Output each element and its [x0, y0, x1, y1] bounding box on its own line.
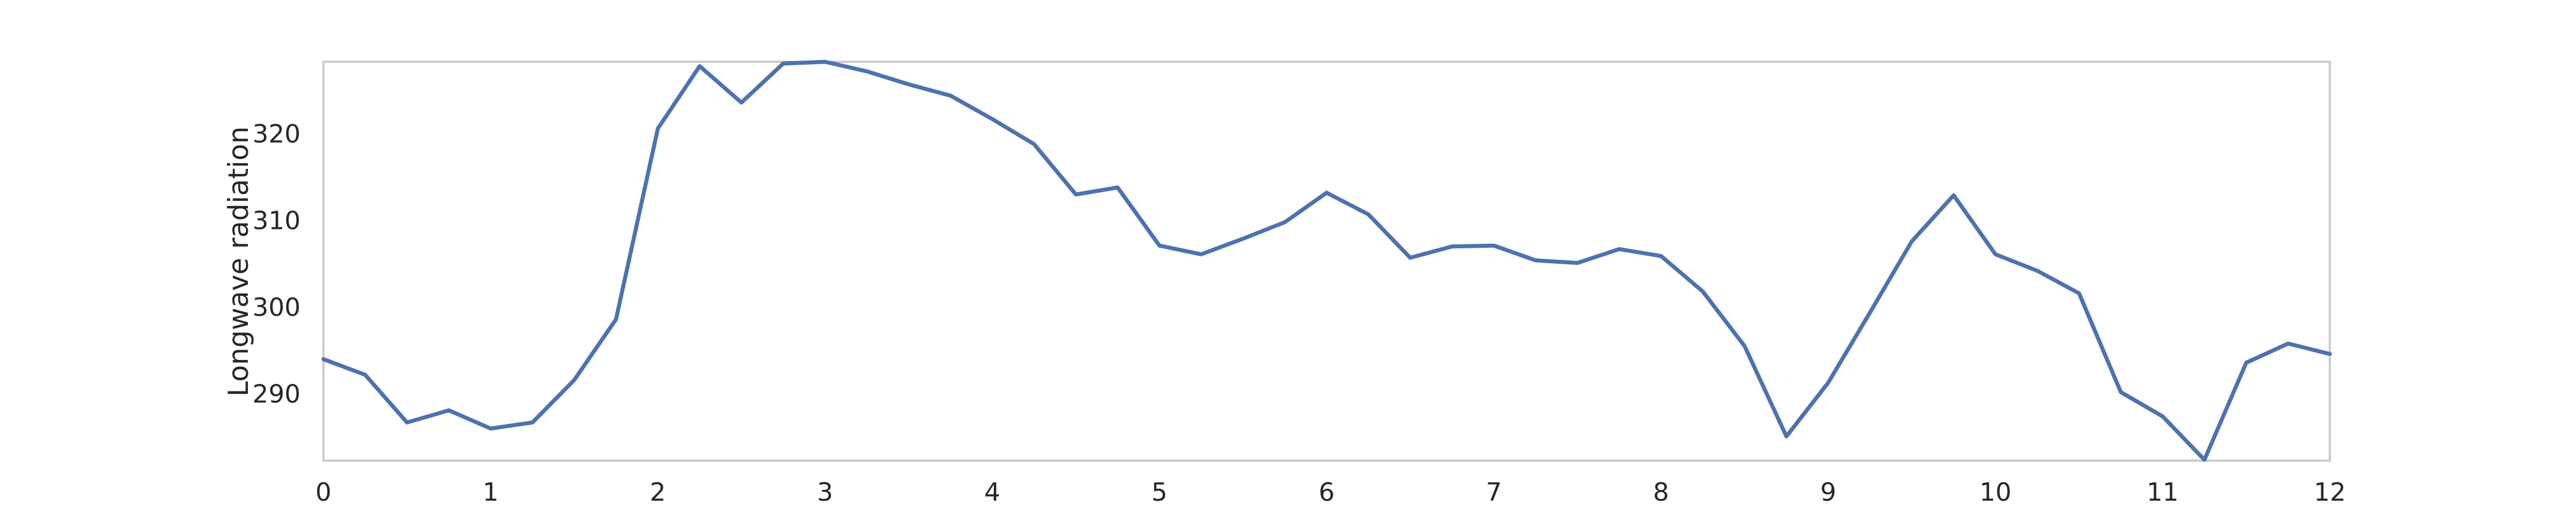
y-tick-label: 300	[252, 293, 301, 322]
y-axis-ticks: 290 300 310 320	[252, 120, 301, 409]
x-tick-label: 9	[1820, 478, 1836, 507]
y-tick-label: 290	[252, 379, 301, 409]
x-axis-ticks: 0 1 2 3 4 5 6 7 8 9 10 11 12	[315, 478, 2346, 507]
x-tick-label: 0	[315, 478, 331, 507]
y-axis-label: Longwave radiation	[223, 126, 255, 397]
series-layer	[321, 60, 2332, 462]
series-line	[321, 60, 2332, 462]
x-tick-label: 12	[2314, 478, 2346, 507]
x-tick-label: 8	[1653, 478, 1669, 507]
x-tick-label: 5	[1151, 478, 1167, 507]
x-tick-label: 2	[650, 478, 666, 507]
x-tick-label: 11	[2147, 478, 2179, 507]
plot-frame	[322, 61, 2331, 462]
x-tick-label: 3	[817, 478, 833, 507]
x-tick-label: 7	[1486, 478, 1502, 507]
y-tick-label: 310	[252, 206, 301, 235]
x-tick-label: 6	[1319, 478, 1335, 507]
x-tick-label: 10	[1980, 478, 2012, 507]
y-tick-label: 320	[252, 120, 301, 149]
x-tick-label: 4	[984, 478, 1000, 507]
x-tick-label: 1	[483, 478, 499, 507]
